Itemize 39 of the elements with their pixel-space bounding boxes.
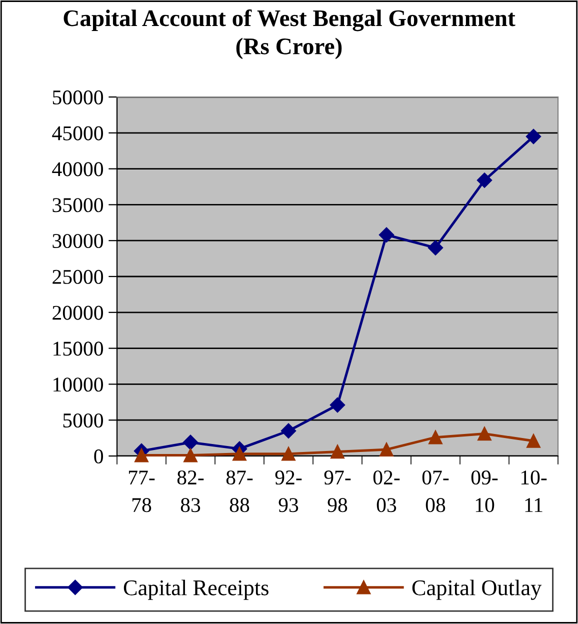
point (232, 446, 246, 461)
x-tick-label: 82-83 (177, 470, 204, 512)
point (134, 448, 148, 462)
point (282, 446, 296, 461)
point (280, 423, 296, 438)
x-tick-label: 10-11 (521, 470, 547, 512)
x-tick-label: 07-08 (422, 470, 449, 512)
x-tick-label: 92-93 (275, 470, 302, 512)
point (184, 448, 198, 462)
point (330, 444, 344, 459)
legend-label: Capital Receipts (124, 580, 268, 600)
y-tick-label: 10000 (54, 378, 104, 392)
x-tick-label: 77-78 (128, 470, 155, 512)
y-tick-label: 0 (94, 449, 104, 464)
legend-label: Capital Outlay (412, 580, 542, 600)
y-tick-label: 45000 (52, 126, 104, 140)
point (182, 434, 198, 450)
y-tick-label: 5000 (63, 413, 104, 428)
y-tick-label: 50000 (52, 90, 104, 104)
point (526, 128, 542, 144)
x-tick-label: 09-10 (471, 470, 498, 512)
x-tick-label: 87-88 (226, 470, 253, 512)
point (526, 434, 540, 448)
y-tick-label: 30000 (52, 234, 104, 248)
point (478, 426, 492, 441)
y-tick-label: 20000 (52, 306, 104, 320)
point (380, 442, 394, 456)
point (428, 430, 442, 444)
y-tick-label: 25000 (52, 270, 104, 284)
point (378, 227, 394, 242)
x-tick-label: 02-03 (373, 470, 400, 512)
point (476, 172, 492, 188)
y-tick-label: 15000 (54, 342, 104, 356)
y-tick-label: 35000 (52, 198, 104, 212)
x-tick-label: 97-98 (324, 470, 351, 512)
chart-title: Capital Account of West Bengal Government (Rs Crore) (64, 9, 516, 60)
y-tick-label: 40000 (52, 162, 104, 176)
point (330, 397, 346, 413)
point (428, 240, 444, 256)
